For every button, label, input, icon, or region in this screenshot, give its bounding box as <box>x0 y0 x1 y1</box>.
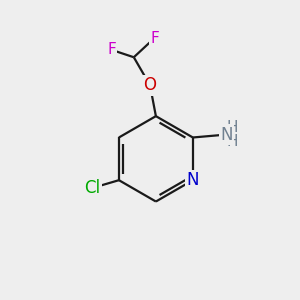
Text: H: H <box>226 134 238 149</box>
Text: O: O <box>143 76 157 94</box>
Text: H: H <box>226 120 238 135</box>
Text: F: F <box>150 31 159 46</box>
Text: N: N <box>220 125 233 143</box>
Text: N: N <box>187 171 199 189</box>
Text: Cl: Cl <box>84 178 101 196</box>
Text: F: F <box>107 42 116 57</box>
